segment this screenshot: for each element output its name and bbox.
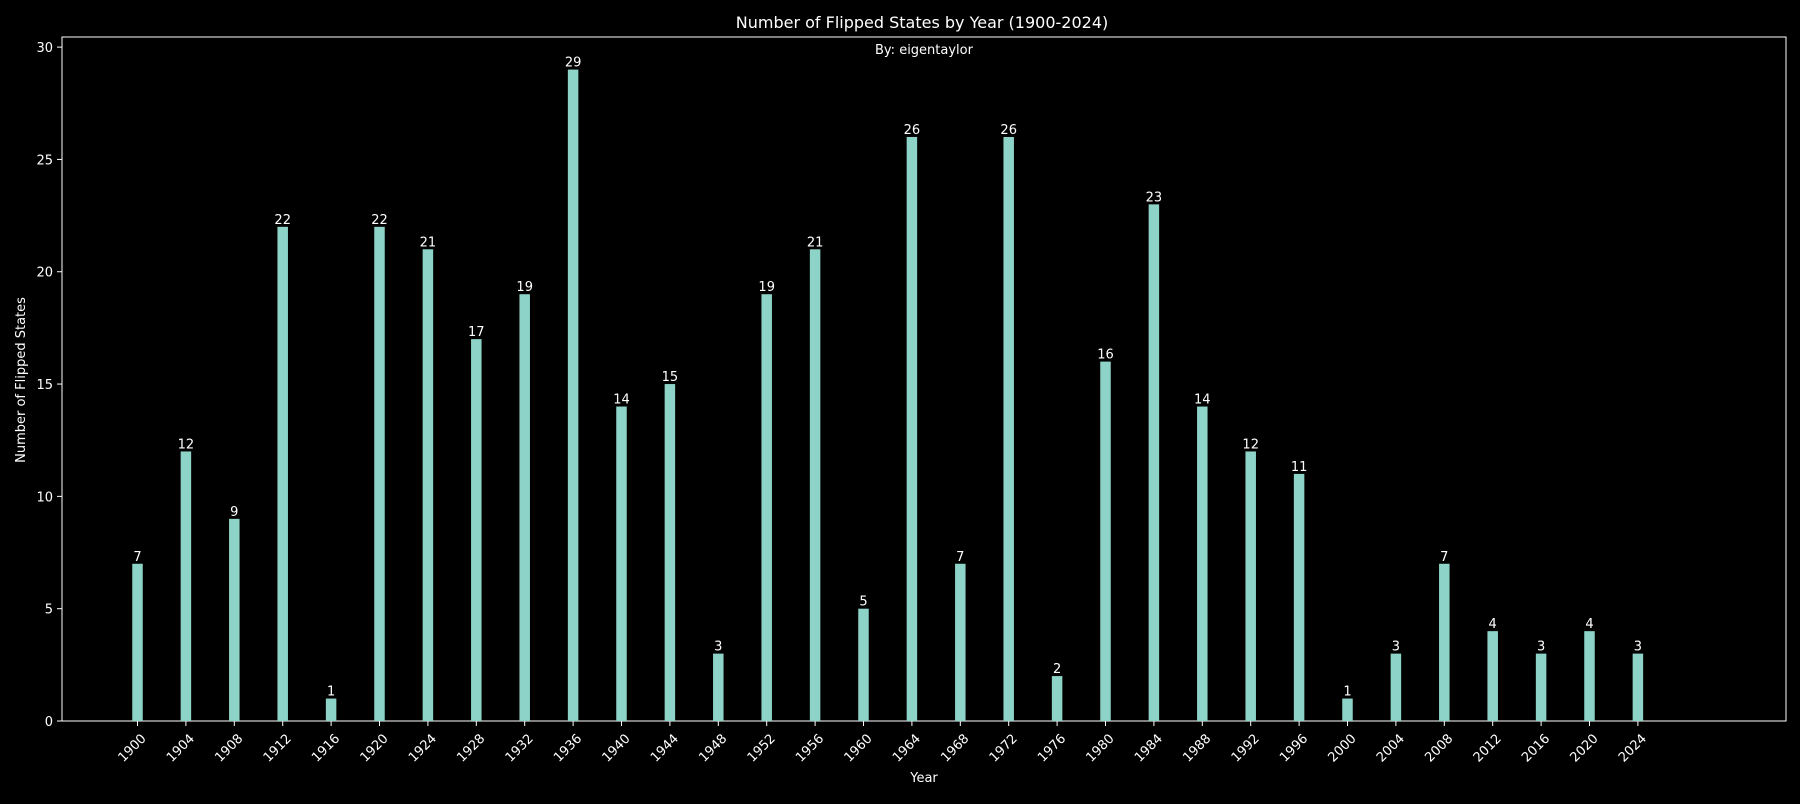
bar-2016 <box>1535 653 1547 721</box>
y-tick-label-15: 15 <box>36 378 53 393</box>
y-tick-label-0: 0 <box>45 715 53 730</box>
bar-1964 <box>906 136 918 722</box>
bar-value-label-1944: 15 <box>662 370 679 385</box>
bar-1912 <box>277 226 288 721</box>
chart-subtitle: By: eigentaylor <box>875 43 974 58</box>
bar-1932 <box>519 294 530 721</box>
y-tick-label-5: 5 <box>45 603 53 618</box>
bar-1916 <box>325 698 337 721</box>
bar-1996 <box>1293 473 1305 721</box>
bar-value-label-1976: 2 <box>1053 662 1061 677</box>
bar-2004 <box>1390 653 1402 721</box>
bar-1972 <box>1003 136 1014 722</box>
bar-1992 <box>1245 451 1256 721</box>
bar-1960 <box>858 608 869 721</box>
bar-1924 <box>422 249 434 721</box>
bar-value-label-1928: 17 <box>468 325 485 340</box>
bar-2008 <box>1439 563 1450 721</box>
bar-2012 <box>1487 631 1498 721</box>
plot-frame <box>61 36 1787 722</box>
chart-title: Number of Flipped States by Year (1900-2… <box>736 13 1109 32</box>
bar-value-label-2004: 3 <box>1392 640 1400 655</box>
bar-value-label-1984: 23 <box>1146 190 1163 205</box>
bar-value-label-2024: 3 <box>1634 640 1642 655</box>
bar-1948 <box>713 653 724 721</box>
bar-value-label-1992: 12 <box>1242 437 1259 452</box>
bar-value-label-1948: 3 <box>714 640 722 655</box>
bar-value-label-2012: 4 <box>1489 617 1497 632</box>
bar-1908 <box>229 518 240 721</box>
bar-1936 <box>567 69 579 722</box>
y-axis: 0 5 10 15 20 25 30 <box>36 41 62 730</box>
bar-value-label-2008: 7 <box>1440 550 1448 565</box>
bar-1988 <box>1197 406 1208 721</box>
bar-1944 <box>664 384 676 721</box>
bar-1904 <box>180 451 192 721</box>
bar-1940 <box>616 406 627 721</box>
bar-value-label-1912: 22 <box>274 213 291 228</box>
bar-value-label-1956: 21 <box>807 235 824 250</box>
bar-1956 <box>809 249 821 721</box>
bar-value-label-1996: 11 <box>1291 460 1308 475</box>
y-tick-label-25: 25 <box>36 153 53 168</box>
y-tick-label-20: 20 <box>36 266 53 281</box>
bar-value-label-1936: 29 <box>565 56 582 71</box>
bar-1900 <box>132 563 143 721</box>
bar-value-label-1924: 21 <box>420 235 437 250</box>
bar-value-label-1904: 12 <box>178 437 195 452</box>
bar-2024 <box>1632 653 1644 721</box>
bar-value-label-1964: 26 <box>904 123 921 138</box>
bar-value-label-2000: 1 <box>1343 685 1351 700</box>
bar-1928 <box>471 339 482 721</box>
x-axis-label: Year <box>909 771 938 786</box>
bar-value-label-1932: 19 <box>516 280 533 295</box>
bar-value-label-1980: 16 <box>1097 348 1114 363</box>
bar-2020 <box>1584 631 1595 721</box>
bar-1920 <box>374 226 385 721</box>
bar-2000 <box>1342 698 1353 721</box>
bar-value-label-1968: 7 <box>956 550 964 565</box>
bar-value-label-2016: 3 <box>1537 640 1545 655</box>
plot-area: 7129221222117192914153192152672621623141… <box>61 36 1787 722</box>
bar-value-label-1900: 7 <box>133 550 141 565</box>
bar-1976 <box>1051 676 1063 721</box>
bar-value-label-1972: 26 <box>1000 123 1017 138</box>
bar-1984 <box>1148 204 1160 722</box>
bar-value-label-1960: 5 <box>859 595 867 610</box>
bar-value-label-1916: 1 <box>327 685 335 700</box>
bar-value-label-1920: 22 <box>371 213 388 228</box>
bar-value-label-1908: 9 <box>230 505 238 520</box>
y-tick-label-10: 10 <box>36 490 53 505</box>
bar-value-label-1940: 14 <box>613 393 630 408</box>
bar-value-label-2020: 4 <box>1585 617 1593 632</box>
bar-1952 <box>761 294 772 721</box>
bar-1980 <box>1100 361 1111 721</box>
bar-1968 <box>955 563 966 721</box>
y-tick-label-30: 30 <box>36 41 53 56</box>
y-axis-label: Number of Flipped States <box>14 297 29 463</box>
bar-value-label-1952: 19 <box>758 280 775 295</box>
bar-value-label-1988: 14 <box>1194 393 1211 408</box>
